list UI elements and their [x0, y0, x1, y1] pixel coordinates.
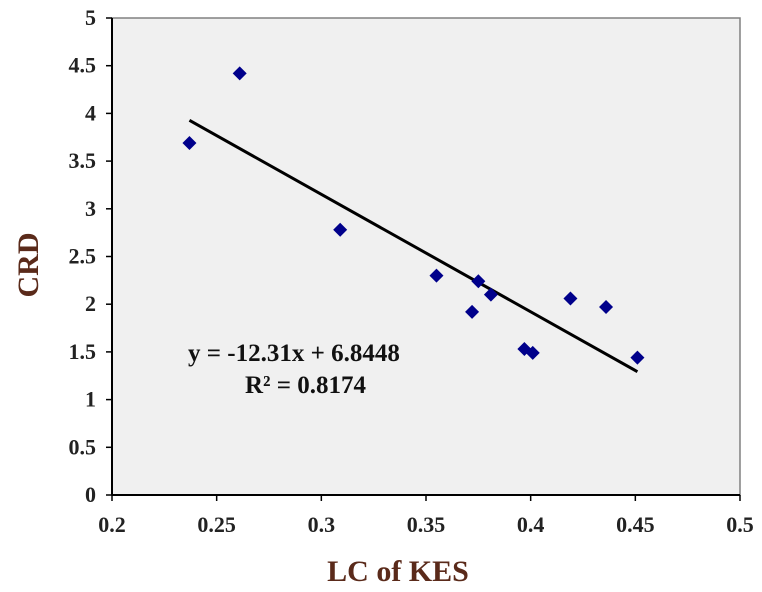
axes: 0.2 0.25 0.3 0.35 0.4 0.45 0.5 0 0.5 1 1.5 2 2.5 3 3.5… [69, 5, 754, 537]
data-point [232, 66, 247, 81]
data-point [630, 350, 645, 365]
x-tick-label: 0.25 [197, 512, 236, 537]
data-points [182, 66, 645, 365]
y-tick-label: 1.5 [69, 339, 97, 364]
x-tick-label: 0.2 [98, 512, 126, 537]
data-point [563, 291, 578, 306]
y-tick-label: 3 [85, 196, 96, 221]
x-tick-label: 0.35 [407, 512, 446, 537]
y-tick-label: 4 [85, 100, 96, 125]
y-axis-title: CRD [12, 233, 45, 298]
data-point [483, 287, 498, 302]
data-point [471, 274, 486, 289]
r-squared-annotation: R² = 0.8174 [245, 372, 367, 399]
y-tick-label: 0.5 [69, 434, 97, 459]
x-tick-label: 0.3 [308, 512, 336, 537]
data-point [333, 222, 348, 237]
y-tick-label: 5 [85, 5, 96, 30]
trendline [188, 119, 639, 373]
x-tick-label: 0.45 [616, 512, 655, 537]
trendline-group [188, 119, 639, 373]
y-tick-label: 0 [85, 482, 96, 507]
data-point [182, 135, 197, 150]
y-tick-label: 1 [85, 387, 96, 412]
data-point [465, 304, 480, 319]
data-point [525, 345, 540, 360]
x-axis-title: LC of KES [327, 555, 469, 588]
data-point [429, 268, 444, 283]
data-point [599, 300, 614, 315]
y-tick-label: 4.5 [69, 53, 97, 78]
x-tick-label: 0.4 [517, 512, 545, 537]
equation-annotation: y = -12.31x + 6.8448 [188, 340, 400, 367]
x-tick-label: 0.5 [726, 512, 754, 537]
plot-area [111, 17, 741, 496]
y-tick-label: 2 [85, 291, 96, 316]
y-tick-label: 3.5 [69, 148, 97, 173]
y-tick-label: 2.5 [69, 244, 97, 269]
